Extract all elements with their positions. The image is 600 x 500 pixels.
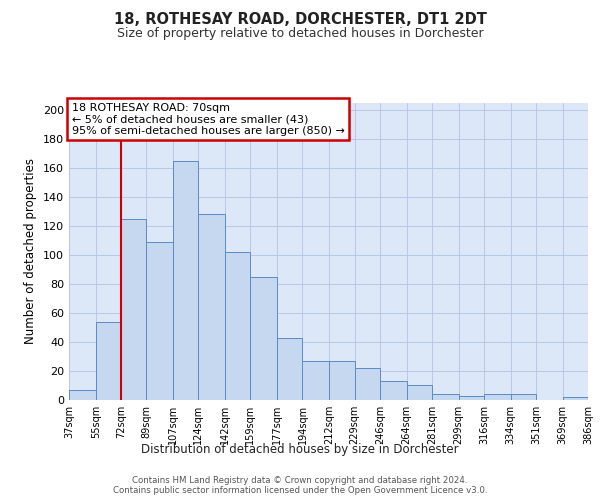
Text: Contains HM Land Registry data © Crown copyright and database right 2024.
Contai: Contains HM Land Registry data © Crown c… <box>113 476 487 495</box>
Bar <box>96 322 121 400</box>
Bar <box>432 394 458 400</box>
Text: 18 ROTHESAY ROAD: 70sqm
← 5% of detached houses are smaller (43)
95% of semi-det: 18 ROTHESAY ROAD: 70sqm ← 5% of detached… <box>71 102 344 136</box>
Bar <box>329 361 355 400</box>
Bar <box>380 381 407 400</box>
Bar <box>302 361 329 400</box>
Bar <box>199 214 225 400</box>
Bar <box>225 252 250 400</box>
Bar <box>407 386 432 400</box>
Y-axis label: Number of detached properties: Number of detached properties <box>25 158 37 344</box>
Bar <box>484 394 511 400</box>
Bar <box>146 242 173 400</box>
Bar <box>458 396 484 400</box>
Bar <box>511 394 536 400</box>
Bar <box>563 397 588 400</box>
Text: Size of property relative to detached houses in Dorchester: Size of property relative to detached ho… <box>116 28 484 40</box>
Bar <box>173 160 199 400</box>
Bar <box>250 276 277 400</box>
Bar <box>69 390 96 400</box>
Text: Distribution of detached houses by size in Dorchester: Distribution of detached houses by size … <box>141 442 459 456</box>
Text: 18, ROTHESAY ROAD, DORCHESTER, DT1 2DT: 18, ROTHESAY ROAD, DORCHESTER, DT1 2DT <box>113 12 487 28</box>
Bar <box>121 218 146 400</box>
Bar <box>277 338 302 400</box>
Bar <box>355 368 380 400</box>
